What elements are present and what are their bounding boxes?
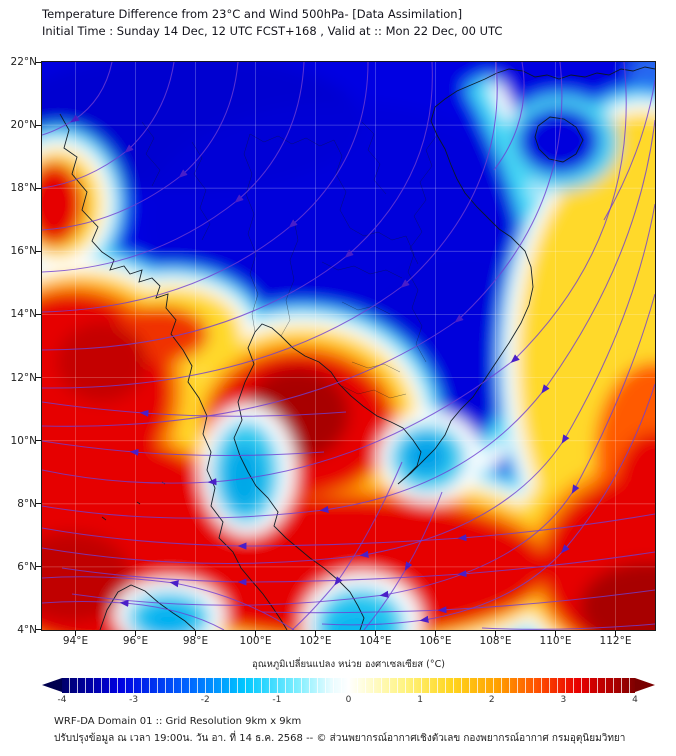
lon-tick bbox=[435, 631, 436, 636]
lon-tick bbox=[555, 631, 556, 636]
lat-tick bbox=[36, 566, 41, 568]
lat-tick bbox=[36, 629, 41, 631]
lon-tick bbox=[135, 631, 136, 636]
colorbar-tick: -1 bbox=[272, 695, 282, 705]
lon-label: 112°E bbox=[599, 635, 632, 647]
lon-label: 96°E bbox=[122, 635, 149, 647]
lat-label: 8°N bbox=[17, 497, 37, 510]
lat-tick bbox=[36, 124, 41, 126]
colorbar-tick: 3 bbox=[560, 695, 567, 705]
colorbar-label: อุณหภูมิเปลี่ยนแปลง หน่วย องศาเซลเซียส (… bbox=[252, 659, 445, 670]
lon-tick bbox=[75, 631, 76, 636]
weather-map bbox=[42, 62, 655, 630]
temperature-field bbox=[42, 62, 655, 630]
colorbar: -4 -3 -2 -1 0 1 2 3 4 bbox=[42, 678, 655, 705]
lon-tick bbox=[615, 631, 616, 636]
lat-tick bbox=[36, 187, 41, 189]
lat-label: 16°N bbox=[10, 245, 37, 258]
lat-label: 20°N bbox=[10, 119, 37, 132]
lon-tick bbox=[375, 631, 376, 636]
lon-tick bbox=[495, 631, 496, 636]
footer-domain-info: WRF-DA Domain 01 :: Grid Resolution 9km … bbox=[54, 716, 302, 727]
lat-label: 6°N bbox=[17, 560, 37, 573]
lat-tick bbox=[36, 503, 41, 505]
page-subtitle: Initial Time : Sunday 14 Dec, 12 UTC FCS… bbox=[42, 24, 503, 38]
lat-label: 18°N bbox=[10, 182, 37, 195]
streamlines bbox=[42, 62, 655, 630]
colorbar-gradient bbox=[62, 678, 635, 693]
colorbar-tick: -4 bbox=[57, 695, 67, 705]
lon-label: 98°E bbox=[182, 635, 209, 647]
lon-label: 104°E bbox=[359, 635, 392, 647]
lon-label: 102°E bbox=[299, 635, 332, 647]
lon-tick bbox=[315, 631, 316, 636]
lat-tick bbox=[36, 313, 41, 315]
lon-label: 100°E bbox=[239, 635, 272, 647]
colorbar-tick: -2 bbox=[200, 695, 210, 705]
lat-tick bbox=[36, 377, 41, 379]
lat-label: 14°N bbox=[10, 308, 37, 321]
lon-label: 108°E bbox=[479, 635, 512, 647]
lat-tick bbox=[36, 440, 41, 442]
page-title: Temperature Difference from 23°C and Win… bbox=[42, 7, 463, 21]
lat-tick bbox=[36, 250, 41, 252]
lon-tick bbox=[195, 631, 196, 636]
colorbar-tick: 1 bbox=[417, 695, 423, 705]
colorbar-tick: 4 bbox=[632, 695, 638, 705]
lat-label: 22°N bbox=[10, 56, 37, 68]
lon-tick bbox=[255, 631, 256, 636]
colorbar-right-arrow bbox=[635, 678, 655, 692]
lon-label: 110°E bbox=[539, 635, 572, 647]
colorbar-tick: -3 bbox=[129, 695, 139, 705]
colorbar-tick: 2 bbox=[488, 695, 495, 705]
lat-label: 12°N bbox=[10, 371, 37, 384]
footer-update-info: ปรับปรุงข้อมูล ณ เวลา 19:00น. วัน อา. ที… bbox=[54, 733, 626, 744]
lat-label: 10°N bbox=[10, 434, 37, 447]
lon-label: 94°E bbox=[62, 635, 89, 647]
colorbar-tick: 0 bbox=[345, 695, 352, 705]
lon-label: 106°E bbox=[419, 635, 452, 647]
lat-tick bbox=[36, 61, 41, 63]
map-frame bbox=[41, 61, 656, 631]
colorbar-left-arrow bbox=[42, 678, 62, 692]
lat-label: 4°N bbox=[17, 623, 37, 636]
